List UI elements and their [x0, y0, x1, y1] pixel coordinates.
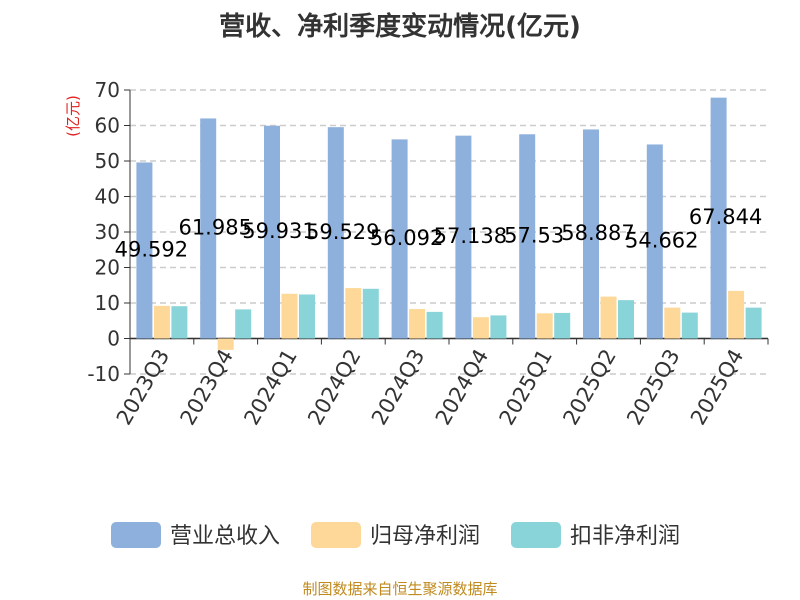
- y-tick-label: -10: [87, 362, 120, 386]
- revenue-data-label: 59.931: [242, 219, 315, 243]
- bar-3: [299, 294, 315, 339]
- bar-3: [426, 311, 443, 339]
- revenue-data-label: 57.138: [434, 224, 507, 248]
- legend-label: 营业总收入: [170, 524, 280, 549]
- y-tick-label: 70: [95, 78, 120, 102]
- bar-1: [455, 135, 472, 339]
- bar-2: [536, 313, 553, 339]
- bar-3: [681, 312, 698, 339]
- revenue-data-label: 58.887: [561, 221, 634, 245]
- y-tick-label: 50: [95, 149, 120, 173]
- revenue-data-label: 59.529: [306, 220, 379, 244]
- legend-swatch: [511, 522, 561, 548]
- x-tick-label: 2023Q3: [112, 345, 174, 429]
- bar-2: [153, 305, 170, 339]
- bar-3: [490, 315, 507, 339]
- bar-1: [583, 129, 599, 339]
- bar-2: [600, 296, 617, 339]
- y-tick-label: 20: [95, 256, 120, 280]
- y-tick-label: 30: [95, 220, 120, 244]
- revenue-data-label: 54.662: [625, 228, 698, 252]
- legend-label: 归母净利润: [370, 524, 480, 549]
- bar-1: [136, 162, 153, 339]
- source-note: 制图数据来自恒生聚源数据库: [302, 580, 498, 598]
- x-tick-label: 2023Q4: [176, 345, 238, 429]
- bar-2: [345, 288, 362, 339]
- bar-2: [217, 338, 234, 350]
- x-tick-label: 2025Q2: [558, 345, 620, 429]
- revenue-data-label: 61.985: [178, 215, 251, 239]
- x-tick-label: 2024Q3: [367, 345, 429, 429]
- legend-swatch: [311, 522, 361, 548]
- x-tick-label: 2025Q1: [495, 345, 557, 429]
- x-tick-label: 2024Q4: [431, 345, 493, 429]
- bar-3: [235, 309, 252, 339]
- x-tick-label: 2024Q2: [303, 345, 365, 429]
- bar-2: [281, 293, 298, 339]
- bar-3: [362, 288, 379, 339]
- bar-3: [618, 300, 634, 339]
- revenue-data-label: 67.844: [689, 205, 762, 229]
- y-tick-label: 40: [95, 185, 120, 209]
- bar-2: [728, 290, 745, 339]
- legend-label: 扣非净利润: [570, 524, 680, 549]
- bar-1: [200, 118, 217, 339]
- bar-3: [171, 306, 188, 339]
- y-tick-label: 0: [107, 327, 120, 351]
- bar-1: [646, 144, 663, 339]
- bar-1: [710, 97, 727, 339]
- bar-2: [664, 307, 681, 339]
- y-tick-label: 10: [95, 291, 120, 315]
- chart-title: 营收、净利季度变动情况(亿元): [219, 12, 581, 42]
- bar-3: [745, 307, 762, 339]
- bar-1: [391, 139, 408, 339]
- bar-2: [409, 309, 426, 339]
- revenue-data-label: 56.092: [370, 226, 443, 250]
- x-tick-label: 2025Q4: [686, 345, 748, 429]
- x-tick-label: 2025Q3: [622, 345, 684, 429]
- revenue-data-label: 57.53: [504, 223, 564, 247]
- revenue-data-label: 49.592: [115, 237, 188, 261]
- bar-3: [554, 312, 571, 339]
- y-tick-label: 60: [95, 114, 120, 138]
- y-axis-title: (亿元): [64, 95, 82, 137]
- bar-1: [264, 125, 280, 339]
- bar-2: [472, 317, 489, 339]
- legend-swatch: [111, 522, 161, 548]
- bar-1: [519, 134, 536, 339]
- x-tick-label: 2024Q1: [239, 345, 301, 429]
- bar-1: [327, 127, 344, 339]
